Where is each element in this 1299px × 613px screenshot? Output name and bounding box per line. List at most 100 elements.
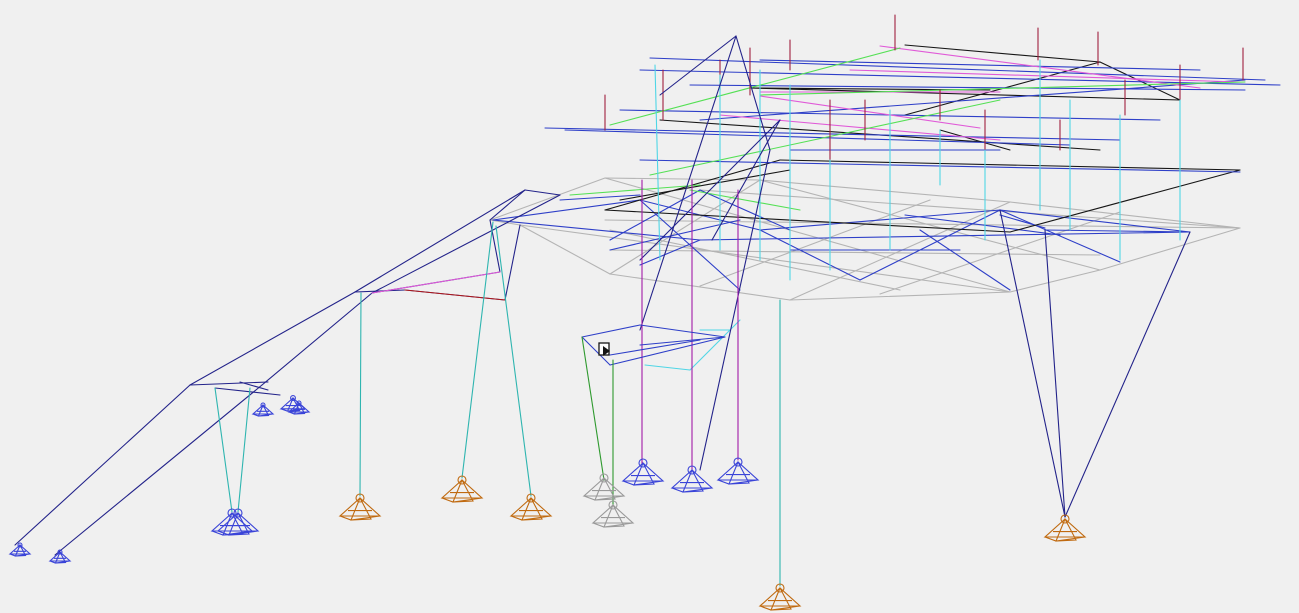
frame-member <box>639 324 726 338</box>
frame-member <box>569 184 701 196</box>
frame-member <box>1044 229 1066 518</box>
frame-member <box>759 179 1011 203</box>
frame-member <box>519 224 1011 293</box>
frame-member <box>759 229 861 281</box>
frame-member <box>999 209 1066 518</box>
move-cursor-icon <box>598 342 610 356</box>
frame-member <box>649 57 1266 81</box>
frame-member <box>999 214 1046 229</box>
frame-member <box>644 364 691 371</box>
frame-member <box>519 224 611 275</box>
frame-member <box>489 189 526 221</box>
frame-member <box>609 219 741 251</box>
frame-member <box>559 194 641 201</box>
frame-member <box>354 289 406 293</box>
pin-support-icon <box>251 402 275 417</box>
frame-member <box>54 384 263 556</box>
frame-member <box>719 114 1001 141</box>
frame-member <box>654 64 661 261</box>
frame-member <box>689 189 801 211</box>
pin-support-icon <box>1043 514 1087 542</box>
frame-member <box>371 271 501 294</box>
frame-member <box>619 169 791 201</box>
frame-member <box>609 179 761 275</box>
frame-member <box>1009 169 1241 233</box>
frame-member <box>609 336 726 366</box>
frame-member <box>639 336 726 346</box>
frame-member <box>779 159 1241 171</box>
frame-member <box>609 273 791 301</box>
frame-member <box>699 231 1191 241</box>
frame-member <box>495 225 532 497</box>
pin-support-icon <box>8 542 32 557</box>
frame-member <box>699 199 931 287</box>
frame-member <box>524 189 561 196</box>
frame-member <box>492 199 641 221</box>
frame-member <box>404 289 506 301</box>
frame-member <box>999 209 1191 233</box>
frame-member <box>609 189 701 241</box>
frame-member <box>214 387 281 396</box>
frame-member <box>604 219 1241 229</box>
frame-member <box>581 324 641 338</box>
pin-support-icon <box>591 500 635 528</box>
frame-member <box>919 229 1011 291</box>
frame-member <box>1099 227 1241 271</box>
frame-member <box>759 81 1246 96</box>
frame-member <box>711 119 781 241</box>
frame-members <box>14 14 1281 587</box>
frame-member <box>1009 269 1101 293</box>
frame-member <box>189 291 356 386</box>
frame-member <box>504 224 521 301</box>
frame-member <box>14 384 191 546</box>
frame-member <box>214 387 233 513</box>
frame-member <box>904 44 1101 63</box>
frame-member <box>789 201 1011 301</box>
frame-member <box>649 99 1001 176</box>
frame-member <box>564 129 1071 146</box>
frame-member <box>609 229 901 291</box>
frame-member <box>609 47 901 126</box>
frame-member <box>939 129 1011 151</box>
frame-member <box>859 209 1001 281</box>
frame-member <box>581 336 605 481</box>
frame-member <box>639 119 781 261</box>
pin-support-icon <box>287 400 311 415</box>
frame-member <box>261 292 373 386</box>
frame-member <box>749 87 1181 101</box>
pin-support-icon <box>670 465 714 493</box>
frame-member <box>354 189 526 293</box>
frame-member <box>659 35 737 96</box>
frame-member <box>359 292 362 497</box>
frame-member <box>789 291 1011 301</box>
pin-support-icon <box>758 583 802 611</box>
frame-member <box>639 199 741 291</box>
frame-member <box>609 339 701 356</box>
frame-member <box>699 149 771 471</box>
frame-member <box>904 214 1061 236</box>
frame-member <box>581 336 611 366</box>
frame-member <box>759 209 1001 231</box>
frame-member <box>1064 231 1191 518</box>
frame-member <box>492 219 701 241</box>
frame-member <box>639 239 701 266</box>
pin-support-icon <box>716 457 760 485</box>
pin-support-icon <box>216 508 260 536</box>
frame-member <box>189 381 269 386</box>
frame-member <box>699 79 1246 121</box>
frame-member <box>759 95 981 129</box>
frame-member <box>1044 229 1191 233</box>
frame-member <box>461 221 494 479</box>
frame-member <box>999 209 1121 263</box>
supports <box>8 395 1087 611</box>
frame-member <box>604 209 1011 233</box>
frame-member <box>237 387 251 513</box>
frame-member <box>371 194 561 294</box>
frame-member <box>699 189 791 231</box>
pin-support-icon <box>440 475 484 503</box>
pin-support-icon <box>338 493 382 521</box>
frame-member <box>689 319 741 371</box>
frame-member <box>544 127 1121 141</box>
